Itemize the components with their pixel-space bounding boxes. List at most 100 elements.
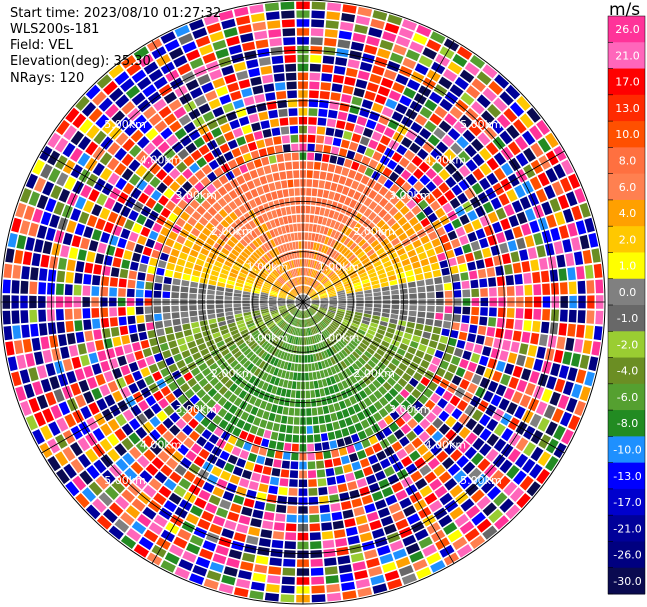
velocity-gate: [493, 167, 506, 181]
velocity-gate: [372, 315, 381, 320]
velocity-gate: [351, 322, 359, 328]
velocity-gate: [88, 352, 99, 364]
velocity-gate: [514, 319, 523, 330]
velocity-gate: [153, 98, 167, 112]
velocity-gate: [165, 356, 175, 366]
velocity-gate: [430, 148, 443, 160]
velocity-gate: [268, 155, 277, 164]
velocity-gate: [389, 399, 400, 409]
velocity-gate: [304, 286, 307, 294]
velocity-gate: [254, 398, 262, 408]
velocity-gate: [303, 302, 311, 305]
velocity-gate: [115, 94, 130, 109]
velocity-gate: [312, 224, 317, 233]
velocity-gate: [309, 318, 314, 326]
velocity-gate: [290, 270, 294, 278]
velocity-gate: [190, 227, 201, 237]
velocity-gate: [216, 478, 228, 490]
velocity-gate: [230, 268, 239, 275]
velocity-gate: [227, 159, 238, 169]
velocity-gate: [331, 276, 339, 282]
velocity-gate: [275, 317, 282, 323]
velocity-gate: [301, 302, 303, 310]
velocity-gate: [254, 94, 266, 104]
velocity-gate: [74, 320, 83, 332]
velocity-gate: [336, 474, 346, 484]
velocity-gate: [197, 253, 207, 261]
velocity-gate: [284, 314, 291, 321]
velocity-gate: [310, 37, 323, 46]
velocity-gate: [514, 406, 526, 420]
velocity-gate: [203, 383, 213, 393]
velocity-gate: [283, 37, 296, 46]
velocity-gate: [381, 486, 394, 498]
velocity-gate: [36, 225, 48, 239]
velocity-gate: [395, 394, 405, 404]
velocity-gate: [47, 322, 57, 335]
velocity-gate: [473, 250, 483, 260]
velocity-gate: [30, 323, 39, 337]
velocity-gate: [266, 320, 274, 327]
velocity-gate: [416, 567, 432, 580]
velocity-gate: [149, 176, 161, 188]
velocity-gate: [75, 95, 90, 111]
velocity-gate: [400, 294, 408, 300]
velocity-gate: [206, 410, 217, 421]
velocity-gate: [182, 41, 197, 54]
velocity-gate: [357, 329, 366, 335]
velocity-gate: [394, 429, 405, 440]
velocity-gate: [96, 515, 112, 530]
velocity-gate: [432, 175, 444, 187]
velocity-gate: [549, 269, 559, 282]
velocity-gate: [524, 235, 535, 248]
velocity-gate: [387, 362, 397, 372]
velocity-gate: [144, 218, 155, 229]
velocity-gate: [276, 208, 282, 217]
ring-label: 5.00km: [460, 474, 502, 487]
velocity-gate: [344, 398, 352, 408]
velocity-gate: [293, 259, 297, 268]
colorbar-swatch: [608, 199, 645, 227]
velocity-gate: [453, 470, 467, 483]
velocity-gate: [383, 336, 392, 344]
velocity-gate: [135, 150, 148, 163]
velocity-gate: [308, 223, 313, 232]
velocity-gate: [370, 239, 380, 248]
velocity-gate: [290, 326, 294, 334]
velocity-gate: [352, 245, 360, 253]
velocity-gate: [284, 443, 292, 451]
velocity-gate: [119, 325, 129, 336]
velocity-gate: [428, 340, 438, 349]
velocity-gate: [384, 367, 394, 376]
velocity-gate: [85, 504, 101, 520]
velocity-gate: [486, 327, 496, 337]
velocity-gate: [311, 363, 316, 371]
velocity-gate: [493, 338, 503, 349]
velocity-gate: [199, 548, 214, 560]
velocity-gate: [511, 391, 523, 404]
velocity-gate: [368, 393, 378, 403]
velocity-gate: [545, 132, 559, 148]
velocity-gate: [388, 323, 397, 329]
velocity-gate: [243, 262, 252, 270]
velocity-gate: [287, 304, 295, 307]
velocity-gate: [241, 469, 252, 480]
velocity-gate: [219, 499, 232, 510]
velocity-gate: [361, 155, 371, 166]
velocity-gate: [306, 287, 311, 295]
velocity-gate: [138, 400, 149, 412]
velocity-gate: [88, 481, 103, 496]
velocity-gate: [516, 379, 528, 393]
velocity-gate: [57, 373, 69, 387]
velocity-gate: [535, 401, 548, 416]
velocity-gate: [157, 260, 167, 269]
velocity-gate: [371, 102, 384, 113]
velocity-gate: [80, 184, 92, 198]
velocity-gate: [467, 361, 478, 373]
velocity-gate: [479, 428, 492, 441]
velocity-gate: [309, 259, 313, 268]
velocity-gate: [36, 194, 49, 210]
velocity-gate: [444, 189, 456, 201]
velocity-gate: [466, 85, 481, 99]
velocity-gate: [458, 413, 470, 425]
